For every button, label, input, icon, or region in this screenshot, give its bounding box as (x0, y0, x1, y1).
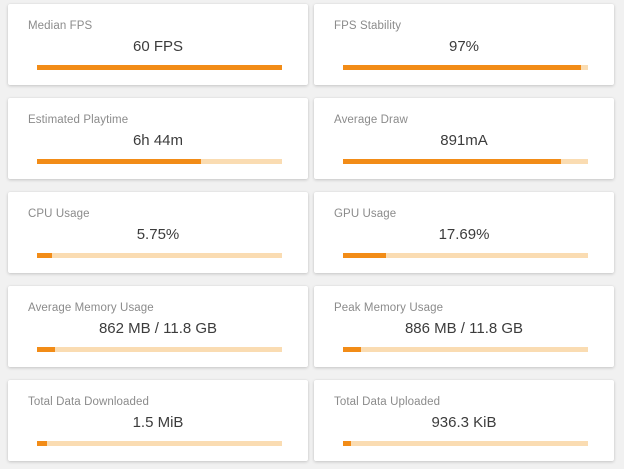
metric-card: GPU Usage 17.69% (314, 192, 614, 273)
metric-label: Average Draw (334, 114, 408, 126)
progress-bar (343, 347, 588, 352)
metric-value: 5.75% (136, 226, 180, 243)
progress-fill (343, 159, 562, 164)
progress-fill (343, 441, 352, 446)
metric-value: 1.5 MiB (132, 414, 184, 431)
metric-card: Peak Memory Usage 886 MB / 11.8 GB (314, 286, 614, 367)
metric-label: Peak Memory Usage (334, 302, 444, 314)
metric-label: CPU Usage (28, 208, 90, 220)
progress-bar (37, 347, 282, 352)
metric-value: 6h 44m (132, 132, 184, 149)
progress-fill (343, 253, 387, 258)
metric-card: Estimated Playtime 6h 44m (8, 98, 308, 179)
metric-label: GPU Usage (334, 208, 397, 220)
progress-fill (37, 65, 282, 70)
progress-fill (37, 159, 202, 164)
metric-value: 936.3 KiB (431, 414, 497, 431)
progress-bar (37, 65, 282, 70)
metric-card: Median FPS 60 FPS (8, 4, 308, 85)
metric-card: Average Memory Usage 862 MB / 11.8 GB (8, 286, 308, 367)
metric-card: CPU Usage 5.75% (8, 192, 308, 273)
progress-bar (343, 159, 588, 164)
metric-value: 862 MB / 11.8 GB (98, 320, 218, 337)
metric-card: Total Data Downloaded 1.5 MiB (8, 380, 308, 461)
metric-value: 886 MB / 11.8 GB (404, 320, 524, 337)
progress-fill (343, 65, 581, 70)
metric-card: FPS Stability 97% (314, 4, 614, 85)
progress-fill (37, 441, 47, 446)
metric-label: Median FPS (28, 20, 93, 32)
metric-label: Estimated Playtime (28, 114, 129, 126)
metric-value: 17.69% (438, 226, 490, 243)
metric-card: Total Data Uploaded 936.3 KiB (314, 380, 614, 461)
metric-card: Average Draw 891mA (314, 98, 614, 179)
progress-bar (343, 253, 588, 258)
progress-bar (37, 159, 282, 164)
metric-value: 891mA (440, 132, 488, 149)
metric-value: 97% (448, 38, 480, 55)
metric-label: Total Data Downloaded (28, 396, 150, 408)
metric-label: Total Data Uploaded (334, 396, 441, 408)
progress-bar (37, 253, 282, 258)
progress-fill (37, 347, 56, 352)
progress-bar (37, 441, 282, 446)
progress-fill (343, 347, 361, 352)
progress-bar (343, 65, 588, 70)
metric-value: 60 FPS (132, 38, 184, 55)
progress-bar (343, 441, 588, 446)
metric-label: FPS Stability (334, 20, 402, 32)
progress-fill (37, 253, 52, 258)
metric-label: Average Memory Usage (28, 302, 154, 314)
